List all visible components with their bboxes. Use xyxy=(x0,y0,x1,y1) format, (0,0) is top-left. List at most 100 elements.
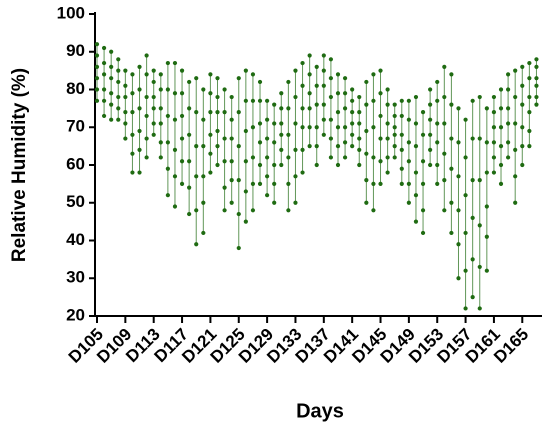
data-point xyxy=(491,170,497,175)
data-point xyxy=(187,211,192,217)
data-point xyxy=(321,132,326,137)
data-point xyxy=(201,200,206,205)
data-point xyxy=(420,208,426,213)
data-point xyxy=(527,94,532,100)
data-point xyxy=(151,68,156,73)
data-point xyxy=(385,121,390,126)
data-point xyxy=(413,193,419,198)
data-point xyxy=(236,211,241,217)
data-point xyxy=(307,106,312,111)
data-point xyxy=(265,98,270,103)
data-point xyxy=(229,178,234,183)
data-point xyxy=(442,151,447,156)
data-point xyxy=(428,102,433,107)
data-point xyxy=(229,159,234,164)
data-point xyxy=(335,162,341,168)
data-point xyxy=(222,159,227,164)
data-point xyxy=(321,53,326,58)
data-point xyxy=(279,132,284,137)
data-point xyxy=(165,140,170,145)
data-point xyxy=(449,102,454,107)
data-point xyxy=(328,117,334,122)
data-point xyxy=(144,53,149,58)
data-point xyxy=(470,295,475,300)
data-point xyxy=(435,140,440,145)
data-point xyxy=(279,147,284,152)
data-point xyxy=(130,72,135,77)
data-point xyxy=(279,121,284,126)
data-point xyxy=(406,98,411,103)
data-point xyxy=(208,110,213,115)
data-point xyxy=(506,106,511,111)
data-point xyxy=(498,87,504,92)
data-point xyxy=(342,106,348,111)
data-point xyxy=(399,147,404,152)
data-point xyxy=(94,53,100,58)
data-point xyxy=(250,125,256,130)
data-point xyxy=(321,102,326,107)
data-point xyxy=(392,125,397,130)
data-point xyxy=(449,200,454,205)
data-point xyxy=(272,121,277,126)
data-point xyxy=(137,106,142,111)
data-point xyxy=(201,174,206,179)
data-point xyxy=(314,64,319,69)
data-point xyxy=(300,60,305,66)
data-point xyxy=(477,306,482,311)
data-point xyxy=(144,94,149,100)
data-point xyxy=(428,117,433,122)
data-point xyxy=(378,113,383,119)
data-point xyxy=(101,45,107,51)
data-point xyxy=(286,106,291,111)
data-point xyxy=(328,136,334,141)
data-point xyxy=(392,113,397,119)
data-point xyxy=(463,306,468,311)
data-point xyxy=(335,144,341,149)
data-point xyxy=(109,117,114,122)
data-point xyxy=(520,64,525,69)
data-point xyxy=(399,181,404,186)
data-point xyxy=(335,110,341,115)
data-point xyxy=(307,144,312,149)
data-point xyxy=(498,181,504,186)
data-point xyxy=(243,159,248,164)
data-point xyxy=(513,94,518,100)
data-point xyxy=(428,162,433,168)
data-point xyxy=(378,159,383,164)
data-point xyxy=(321,117,326,122)
data-point xyxy=(279,106,284,111)
data-point xyxy=(314,125,319,130)
data-point xyxy=(463,193,468,198)
data-point xyxy=(123,94,128,100)
data-point xyxy=(506,155,511,160)
data-point xyxy=(137,147,142,152)
data-point xyxy=(527,110,532,115)
data-point xyxy=(456,106,461,111)
data-point xyxy=(243,98,248,103)
data-point xyxy=(272,200,277,205)
data-point xyxy=(470,98,475,103)
data-point xyxy=(364,178,369,183)
y-tick-label: 50 xyxy=(66,192,85,211)
data-point xyxy=(293,174,298,179)
data-point xyxy=(321,68,326,73)
data-point xyxy=(236,245,241,251)
data-point xyxy=(527,60,532,66)
data-point xyxy=(321,83,326,88)
data-point xyxy=(236,76,241,81)
data-point xyxy=(116,117,121,122)
data-point xyxy=(194,110,199,115)
data-point xyxy=(399,166,404,171)
data-point xyxy=(137,128,142,134)
data-point xyxy=(513,200,518,205)
data-point xyxy=(229,117,234,122)
data-point xyxy=(293,94,298,100)
data-point xyxy=(250,98,256,103)
data-point xyxy=(527,128,532,134)
data-point xyxy=(364,79,369,85)
data-point xyxy=(406,117,411,122)
data-point xyxy=(392,102,397,107)
data-point xyxy=(293,68,298,73)
data-point xyxy=(130,132,135,137)
data-point xyxy=(172,204,178,209)
